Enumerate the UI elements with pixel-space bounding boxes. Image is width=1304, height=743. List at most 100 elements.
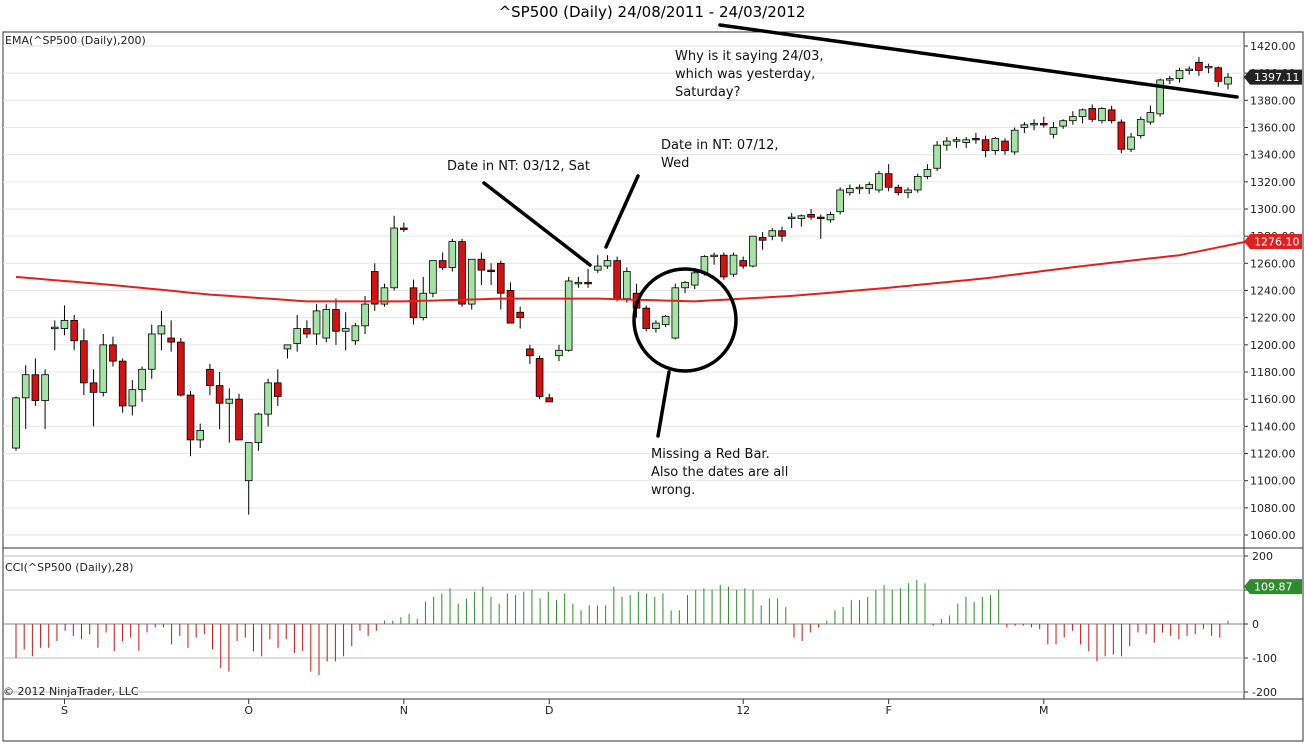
candle-up xyxy=(157,325,166,335)
candle-up xyxy=(467,258,476,305)
cci-tick-label: 0 xyxy=(1252,618,1259,631)
price-tick-label: 1240.00 xyxy=(1250,285,1296,298)
candle-up xyxy=(390,227,398,289)
candle-up xyxy=(826,214,835,221)
cci-tick-label: -200 xyxy=(1252,686,1277,699)
cci-value-badge-shape xyxy=(1244,579,1302,595)
candle-up xyxy=(1185,68,1194,71)
candle-up xyxy=(1020,124,1029,128)
candle-up xyxy=(147,333,156,370)
candle-up xyxy=(952,139,961,142)
candle-down xyxy=(894,186,903,194)
candle-up xyxy=(1098,108,1106,122)
cci-bars xyxy=(15,579,1229,675)
candle-up xyxy=(138,368,146,391)
candle-up xyxy=(225,398,234,404)
x-tick-label: D xyxy=(545,704,553,717)
candle-up xyxy=(681,281,689,289)
candle-down xyxy=(972,137,980,141)
x-tick-label: F xyxy=(885,704,891,717)
candle-up xyxy=(128,389,137,407)
candle-up xyxy=(787,216,796,220)
candle-up xyxy=(1069,116,1077,122)
candle-up xyxy=(729,254,738,275)
user-drawings xyxy=(482,23,1239,438)
candle-up xyxy=(12,397,20,449)
x-tick-label: 12 xyxy=(736,704,750,717)
candle-down xyxy=(720,254,728,278)
candle-up xyxy=(1127,136,1135,150)
cci-tick-label: -100 xyxy=(1252,652,1277,665)
price-tick-label: 1140.00 xyxy=(1250,420,1296,433)
candle-up xyxy=(351,325,360,342)
candle-up xyxy=(846,188,854,194)
candle-up xyxy=(943,140,951,146)
candle-down xyxy=(1039,123,1048,126)
last-price-badge-shape xyxy=(1244,69,1302,85)
candle-down xyxy=(477,258,486,271)
candle-up xyxy=(21,374,30,399)
candle-up xyxy=(1010,129,1019,153)
price-tick-label: 1200.00 xyxy=(1250,339,1296,352)
candle-up xyxy=(448,241,457,268)
ema-value-badge-shape xyxy=(1244,233,1302,249)
candle-up xyxy=(264,382,272,415)
candle-up xyxy=(1136,118,1145,137)
price-tick-label: 1380.00 xyxy=(1250,94,1296,107)
candle-down xyxy=(778,230,786,237)
candle-up xyxy=(603,260,612,267)
candle-up xyxy=(1078,109,1087,118)
axes: 1420.001400.001380.001360.001340.001320.… xyxy=(3,34,1302,717)
ema-line xyxy=(15,240,1248,303)
candle-down xyxy=(409,287,418,319)
annotation-why: Why is it saying 24/03, which was yester… xyxy=(675,49,824,100)
outer-border xyxy=(2,31,1304,742)
candle-down xyxy=(981,139,990,151)
candle-up xyxy=(41,374,49,401)
candle-down xyxy=(89,382,98,393)
price-tick-label: 1300.00 xyxy=(1250,203,1296,216)
ema-value-badge: 1276.10 xyxy=(1254,235,1300,248)
candle-up xyxy=(652,322,660,329)
candle-up xyxy=(855,186,864,190)
candle-up xyxy=(1175,70,1184,79)
candle-down xyxy=(118,360,127,407)
candle-up xyxy=(836,189,844,213)
candle-down xyxy=(613,260,621,300)
candle-down xyxy=(215,385,224,404)
candle-up xyxy=(574,281,583,285)
candle-up xyxy=(1204,65,1213,69)
annotation-line-sat xyxy=(482,181,592,267)
candle-down xyxy=(1195,61,1203,71)
candle-up xyxy=(380,287,389,305)
annotation-date-sat: Date in NT: 03/12, Sat xyxy=(447,159,590,174)
candle-down xyxy=(70,319,78,342)
candle-up xyxy=(923,169,932,177)
annotation-line-top xyxy=(718,23,1239,99)
candle-up xyxy=(875,173,883,191)
candle-up xyxy=(322,309,331,339)
annotation-line-missing xyxy=(656,370,671,438)
candle-up xyxy=(623,271,631,300)
candle-down xyxy=(487,269,495,273)
candle-up xyxy=(555,349,563,357)
candle-up xyxy=(913,175,922,191)
candle-up xyxy=(1156,79,1164,115)
chart-frame xyxy=(2,31,1304,742)
x-tick-label: M xyxy=(1039,704,1049,717)
price-tick-label: 1100.00 xyxy=(1250,475,1296,488)
price-tick-label: 1060.00 xyxy=(1250,529,1296,542)
candle-down xyxy=(235,398,243,441)
price-tick-label: 1340.00 xyxy=(1250,149,1296,162)
price-tick-label: 1220.00 xyxy=(1250,312,1296,325)
candle-up xyxy=(797,215,806,219)
candle-down xyxy=(400,227,408,230)
price-tick-label: 1320.00 xyxy=(1250,176,1296,189)
annotation-missing: Missing a Red Bar. Also the dates are al… xyxy=(651,447,789,498)
candle-up xyxy=(1146,112,1155,123)
candle-down xyxy=(816,216,825,220)
candle-down xyxy=(516,311,524,319)
candle-down xyxy=(1107,109,1116,122)
x-tick-label: S xyxy=(61,704,68,717)
